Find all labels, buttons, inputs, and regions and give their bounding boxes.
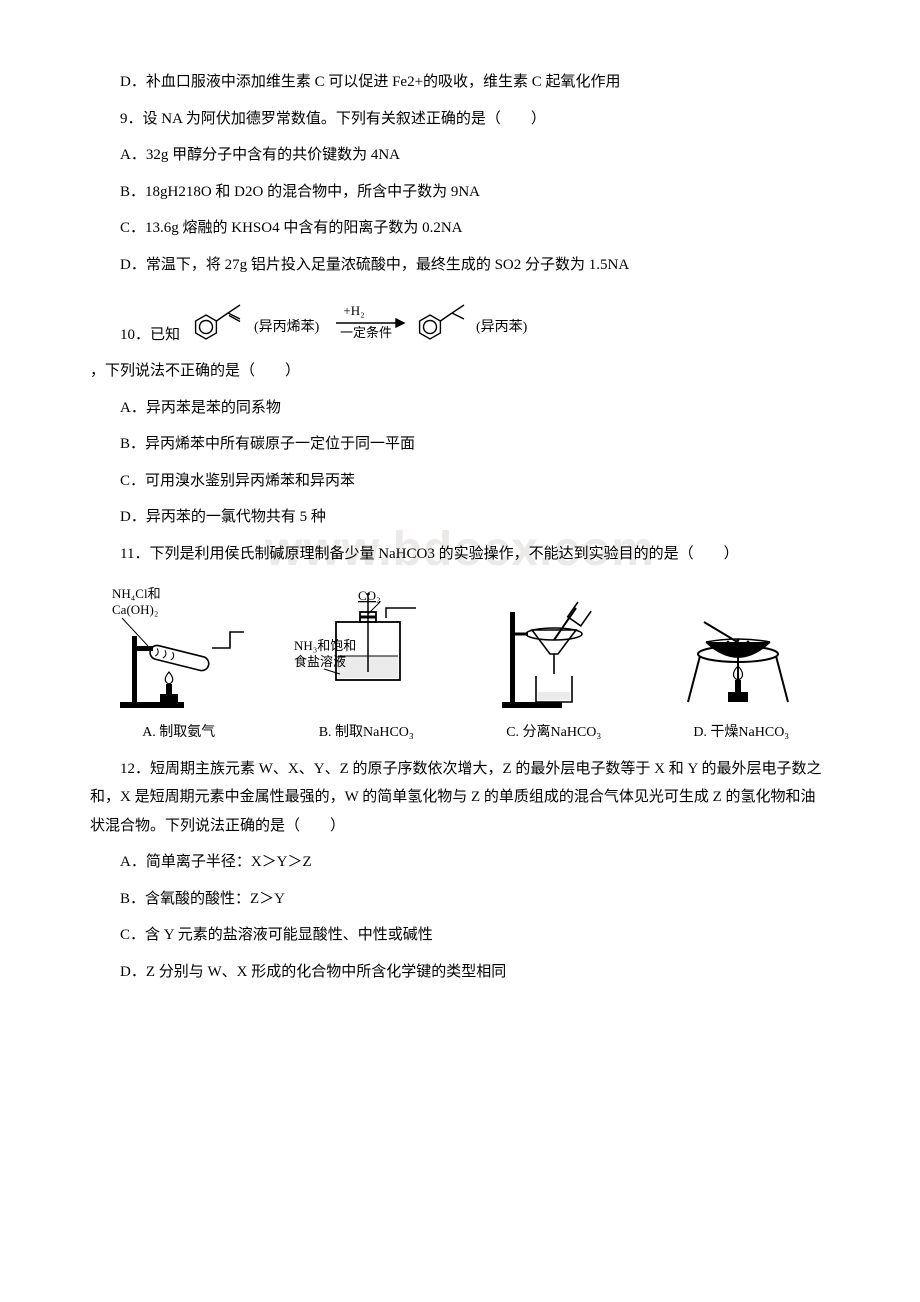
diagD-caption: D. 干燥NaHCO₃ [693, 720, 789, 747]
diagA-svg: NH₄Cl和 Ca(OH)₂ [104, 584, 254, 714]
q12-optA: A．简单离子半径：X＞Y＞Z [90, 848, 830, 877]
q9-optA: A．32g 甲醇分子中含有的共价键数为 4NA [90, 141, 830, 170]
q11-diagD: D. 干燥NaHCO₃ [653, 584, 831, 747]
diagD-svg [666, 584, 816, 714]
q12-optC: C．含 Y 元素的盐溶液可能显酸性、中性或碱性 [90, 921, 830, 950]
diagB-svg: CO₂ NH₃和饱和 食盐溶液 [286, 584, 446, 714]
q9-stem: 9．设 NA 为阿伏加德罗常数值。下列有关叙述正确的是（ ） [90, 105, 830, 134]
q11-diagA: NH₄Cl和 Ca(OH)₂ A. 制取氨气 [90, 584, 268, 747]
arrow-top: +H₂ [343, 303, 364, 318]
q10-optD: D．异丙苯的一氯代物共有 5 种 [90, 503, 830, 532]
q10-prefix: 10．已知 [90, 321, 180, 350]
product-label: (异丙苯) [476, 318, 528, 335]
q8-optD: D．补血口服液中添加维生素 C 可以促进 Fe2+的吸收，维生素 C 起氧化作用 [90, 68, 830, 97]
arrow-bottom: 一定条件 [340, 325, 392, 340]
diagA-caption: A. 制取氨气 [142, 720, 215, 747]
q9-optC: C．13.6g 熔融的 KHSO4 中含有的阳离子数为 0.2NA [90, 214, 830, 243]
q11-diagC: C. 分离NaHCO₃ [465, 584, 643, 747]
diagC-svg [484, 584, 624, 714]
q11-diagB: CO₂ NH₃和饱和 食盐溶液 B. 制取NaHCO₃ [278, 584, 456, 747]
diagB-mid1: NH₃和饱和 [294, 638, 356, 653]
q11-diagrams: NH₄Cl和 Ca(OH)₂ A. 制取氨气 [90, 584, 830, 747]
q11-stem: 11．下列是利用侯氏制碱原理制备少量 NaHCO3 的实验操作，不能达到实验目的… [90, 540, 830, 569]
q12-stem: 12．短周期主族元素 W、X、Y、Z 的原子序数依次增大，Z 的最外层电子数等于… [90, 755, 830, 841]
q10-optC: C．可用溴水鉴别异丙烯苯和异丙苯 [90, 467, 830, 496]
q10-optA: A．异丙苯是苯的同系物 [90, 394, 830, 423]
q10-reaction-row: 10．已知 (异丙烯苯) +H₂ 一定条件 (异丙苯) [90, 293, 830, 349]
diagB-arrow-label: CO₂ [358, 588, 381, 603]
q12-optB: B．含氧酸的酸性：Z＞Y [90, 885, 830, 914]
q9-optD: D．常温下，将 27g 铝片投入足量浓硫酸中，最终生成的 SO2 分子数为 1.… [90, 251, 830, 280]
q9-optB: B．18gH218O 和 D2O 的混合物中，所含中子数为 9NA [90, 178, 830, 207]
q10-optB: B．异丙烯苯中所有碳原子一定位于同一平面 [90, 430, 830, 459]
diagB-mid2: 食盐溶液 [294, 654, 346, 669]
diagC-caption: C. 分离NaHCO₃ [506, 720, 601, 747]
q10-stem2: ，下列说法不正确的是（ ） [90, 357, 830, 386]
q12-optD: D．Z 分别与 W、X 形成的化合物中所含化学键的类型相同 [90, 958, 830, 987]
diagA-top2: Ca(OH)₂ [112, 602, 158, 617]
diagA-top1: NH₄Cl和 [112, 586, 161, 601]
diagB-caption: B. 制取NaHCO₃ [319, 720, 414, 747]
reactant-label: (异丙烯苯) [254, 318, 320, 335]
q10-reaction-svg: (异丙烯苯) +H₂ 一定条件 (异丙苯) [186, 293, 566, 349]
